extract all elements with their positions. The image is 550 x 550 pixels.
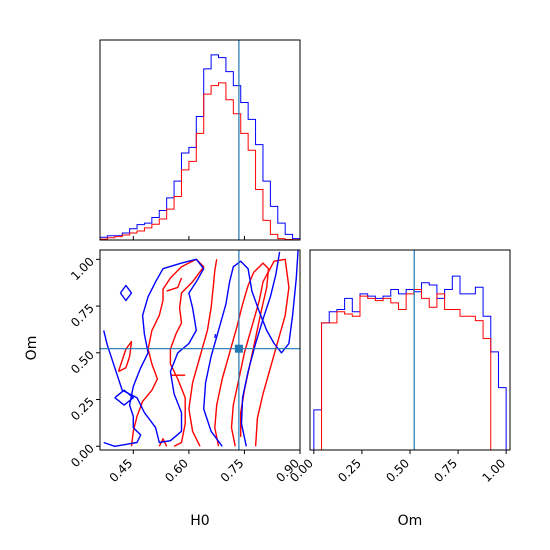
panel-hist-Om: 0.00 0.25 0.50 0.75 1.00	[287, 249, 511, 485]
panel-hist-H0	[99, 39, 301, 241]
hist-Om-xtick-label: 0.50	[383, 456, 412, 485]
contour-red-line	[166, 277, 183, 292]
contour-ytick-label: 0.00	[68, 441, 97, 470]
contour-red-line	[188, 259, 218, 447]
contour-xtick-label: 0.60	[162, 456, 191, 485]
contour-blue-line	[240, 251, 281, 447]
contour-blue-line	[103, 258, 205, 447]
xlabel-H0: H0	[190, 513, 209, 529]
hist-Om-xtick-label: 0.25	[335, 456, 364, 485]
contour-ytick-label: 0.75	[68, 301, 97, 330]
contour-blue-line	[214, 333, 217, 339]
hist-Om-red-series	[313, 288, 507, 451]
xlabel-Om: Om	[398, 513, 423, 529]
contour-blue-line	[203, 250, 299, 447]
contour-blue-line	[114, 389, 134, 406]
hist-Om-frame	[309, 249, 511, 451]
contour-xtick-label: 0.75	[218, 456, 247, 485]
contour-xtick-label: 0.45	[107, 456, 136, 485]
contour-red-line	[130, 258, 205, 447]
truth-marker	[234, 344, 243, 353]
hist-H0-frame	[99, 39, 301, 241]
contour-ytick-label: 0.50	[68, 348, 97, 377]
hist-Om-xtick-label: 1.00	[479, 456, 508, 485]
hist-Om-xtick-label: 0.75	[431, 456, 460, 485]
contour-red-line	[158, 438, 168, 447]
contour-red-line	[117, 340, 133, 373]
contour-frame	[99, 249, 301, 451]
contour-ytick-label: 0.25	[68, 395, 97, 424]
hist-H0-blue-series	[100, 54, 300, 240]
contour-red-line	[230, 258, 290, 447]
contour-blue-line	[119, 284, 133, 302]
panel-contour-H0-Om: 0.45 0.60 0.75 0.900.000.250.500.751.00	[68, 249, 302, 485]
ylabel-Om: Om	[24, 336, 40, 361]
hist-Om-blue-series	[313, 275, 507, 450]
contour-ytick-label: 1.00	[68, 254, 97, 283]
hist-H0-red-series	[100, 82, 300, 240]
